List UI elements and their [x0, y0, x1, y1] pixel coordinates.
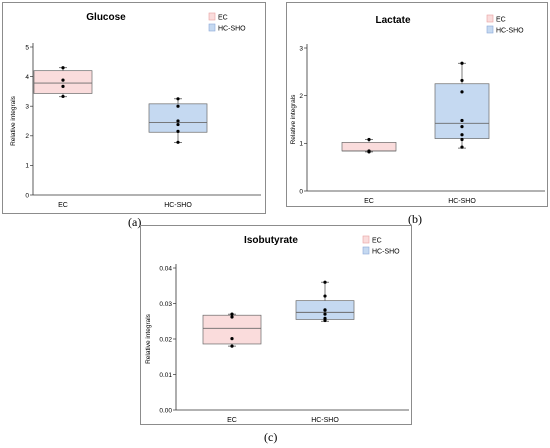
y-tick-label: 0.01	[159, 372, 172, 379]
y-tick-label: 0.04	[159, 265, 172, 272]
data-point	[176, 119, 180, 123]
chart-lactate: Lactate EC HC-SHO 0 1 2 3 Relative integrals EC H…	[290, 14, 545, 205]
caption-a: (a)	[128, 215, 142, 229]
data-point	[460, 145, 464, 149]
x-tick-label: EC	[364, 198, 374, 205]
data-point	[176, 122, 180, 127]
legend-label: EC	[372, 238, 382, 245]
data-point	[176, 104, 180, 108]
y-tick-label: 3	[25, 104, 29, 111]
y-tick-label: 5	[25, 44, 29, 51]
legend-label: EC	[496, 17, 506, 24]
y-tick-label: 1	[25, 163, 29, 170]
legend-swatch-ec	[362, 235, 370, 244]
data-point	[323, 318, 327, 323]
data-point	[61, 78, 65, 82]
box-ec	[341, 137, 397, 154]
y-axis-label: Relative integrals	[10, 95, 17, 146]
x-tick-label: EC	[58, 202, 68, 209]
y-tick-label: 0	[25, 192, 29, 199]
data-point	[323, 280, 327, 284]
data-point	[460, 61, 464, 65]
legend-label: HC-SHO	[496, 28, 524, 35]
data-point	[367, 150, 371, 154]
chart-panel-lactate: Lactate EC HC-SHO 0 1 2 3 Relative integrals EC H…	[286, 2, 548, 207]
legend-swatch-hc-sho	[362, 246, 370, 255]
caption-b: (b)	[408, 212, 422, 226]
data-point	[367, 137, 371, 142]
data-point	[230, 337, 234, 341]
legend-swatch-hc-sho	[486, 25, 494, 34]
chart-isobutyrate: Isobutyrate EC HC-SHO 0.00 0.01 0.02 0.03 0.04 R…	[145, 235, 409, 424]
y-tick-label: 4	[25, 74, 29, 81]
y-tick-label: 0.02	[159, 336, 172, 343]
y-tick-label: 1	[299, 141, 303, 148]
box-ec	[33, 66, 93, 99]
data-point	[323, 312, 327, 316]
caption-c: (c)	[264, 430, 278, 444]
data-point	[460, 137, 464, 142]
box-iqr	[33, 70, 93, 94]
y-tick-label: 3	[299, 45, 303, 52]
legend-label: HC-SHO	[372, 249, 400, 256]
box-iqr	[148, 103, 208, 133]
chart-panel-isobutyrate: Isobutyrate EC HC-SHO 0.00 0.01 0.02 0.03 0.04 R…	[140, 225, 412, 425]
y-tick-label: 2	[25, 133, 29, 140]
box-ec	[202, 312, 262, 348]
data-point	[176, 129, 180, 133]
data-point	[230, 344, 234, 348]
x-tick-label: HC-SHO	[448, 198, 476, 205]
x-tick-label: EC	[227, 417, 237, 424]
chart-title: Glucose	[86, 12, 126, 23]
legend-label: EC	[218, 15, 228, 22]
data-point	[61, 84, 65, 88]
y-tick-label: 0.03	[159, 301, 172, 308]
data-point	[323, 308, 327, 312]
data-point	[176, 140, 180, 144]
chart-glucose: Glucose EC HC-SHO 0 1 2 3 4 5 Relative integrals E…	[10, 12, 261, 209]
legend-swatch-ec	[486, 14, 494, 23]
data-point	[460, 125, 464, 129]
box-hc-sho	[295, 280, 355, 323]
data-point	[61, 66, 65, 70]
chart-title: Lactate	[375, 15, 410, 26]
data-point	[230, 315, 234, 319]
y-axis-label: Relative integrals	[145, 313, 152, 364]
legend-swatch-ec	[208, 12, 216, 21]
legend-swatch-hc-sho	[208, 23, 216, 32]
box-hc-sho	[148, 97, 208, 144]
chart-panel-glucose: Glucose EC HC-SHO 0 1 2 3 4 5 Relative integrals E…	[2, 2, 266, 214]
data-point	[460, 133, 464, 137]
chart-title: Isobutyrate	[244, 235, 298, 246]
y-tick-label: 0.00	[159, 407, 172, 414]
data-point	[460, 118, 464, 123]
data-point	[460, 78, 464, 83]
y-axis-label: Relative integrals	[290, 94, 297, 145]
data-point	[61, 94, 65, 99]
data-point	[323, 294, 327, 298]
box-hc-sho	[434, 61, 490, 149]
data-point	[230, 312, 234, 316]
y-tick-label: 2	[299, 93, 303, 100]
y-tick-label: 0	[299, 188, 303, 195]
legend-label: HC-SHO	[218, 26, 246, 33]
x-tick-label: HC-SHO	[164, 202, 192, 209]
x-tick-label: HC-SHO	[311, 417, 339, 424]
data-point	[176, 97, 180, 101]
data-point	[460, 90, 464, 94]
